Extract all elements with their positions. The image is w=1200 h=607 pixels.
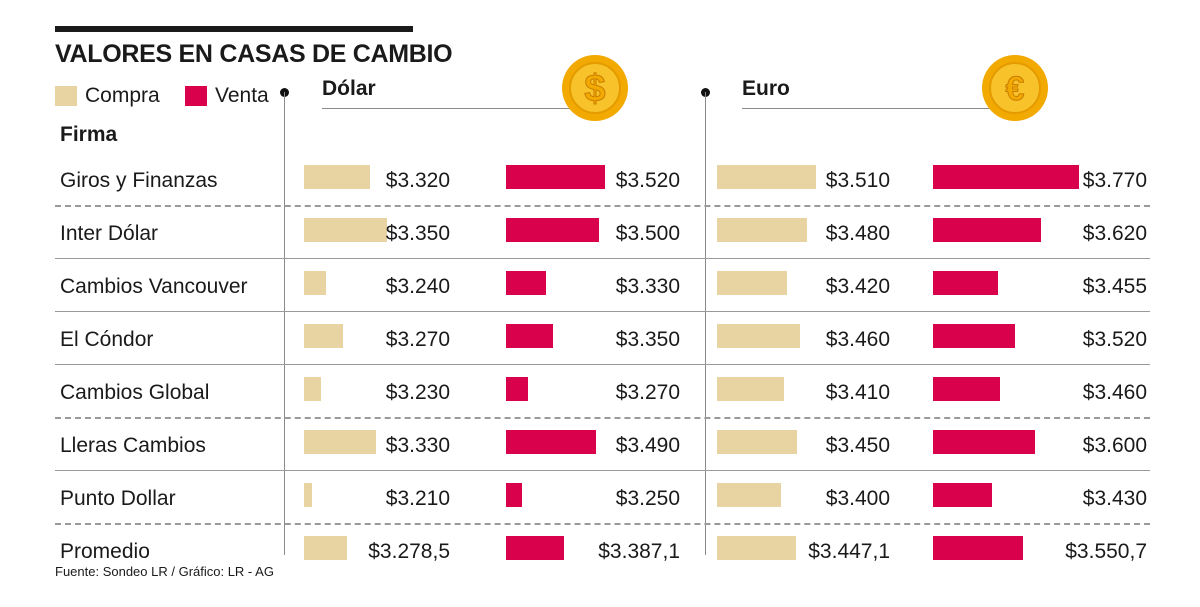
firm-name-inter-dolar: Inter Dólar <box>60 221 159 245</box>
value-label-euro-compra-promedio: $3.447,1 <box>808 539 890 563</box>
value-label-euro-venta-inter-dolar: $3.620 <box>1082 221 1147 245</box>
bar-dolar-compra-el-condor <box>304 324 343 348</box>
bar-dolar-venta-el-condor <box>506 324 553 348</box>
row-separator <box>55 470 1150 471</box>
row-separator <box>55 258 1150 259</box>
bar-dolar-compra-punto-dollar <box>304 483 312 507</box>
value-label-euro-venta-cambios-vancouver: $3.455 <box>1082 274 1147 298</box>
bar-euro-venta-cambios-vancouver <box>933 271 999 295</box>
bar-euro-compra-promedio <box>717 536 797 560</box>
bar-euro-compra-lleras-cambios <box>717 430 797 454</box>
firma-header: Firma <box>60 123 118 146</box>
value-label-dolar-venta-inter-dolar: $3.500 <box>615 221 680 245</box>
euro-divider-line <box>705 92 706 555</box>
bar-euro-venta-inter-dolar <box>933 218 1041 242</box>
value-label-dolar-compra-el-condor: $3.270 <box>385 327 450 351</box>
bar-euro-venta-promedio <box>933 536 1023 560</box>
legend-label-venta: Venta <box>215 84 269 107</box>
euro-coin-icon: € <box>982 55 1048 121</box>
dollar-coin-symbol: $ <box>584 68 605 110</box>
row-separator <box>55 311 1150 312</box>
value-label-dolar-venta-giros-y-finanzas: $3.520 <box>615 168 680 192</box>
legend-swatch-venta <box>185 86 207 106</box>
bar-euro-compra-cambios-global <box>717 377 785 401</box>
euro-header: Euro <box>742 77 790 100</box>
value-label-dolar-compra-cambios-vancouver: $3.240 <box>385 274 450 298</box>
legend-compra: Compra <box>55 84 160 107</box>
euro-coin-symbol: € <box>1006 70 1025 108</box>
bar-euro-compra-el-condor <box>717 324 801 348</box>
value-label-euro-compra-punto-dollar: $3.400 <box>825 486 890 510</box>
firm-name-el-condor: El Cóndor <box>60 327 154 351</box>
bar-dolar-venta-inter-dolar <box>506 218 599 242</box>
dolar-header: Dólar <box>322 77 376 100</box>
firm-name-cambios-vancouver: Cambios Vancouver <box>60 274 248 298</box>
value-label-euro-compra-lleras-cambios: $3.450 <box>825 433 890 457</box>
value-label-euro-compra-cambios-vancouver: $3.420 <box>825 274 890 298</box>
firm-name-cambios-global: Cambios Global <box>60 380 210 404</box>
value-label-dolar-compra-promedio: $3.278,5 <box>368 539 450 563</box>
source-note: Fuente: Sondeo LR / Gráfico: LR - AG <box>55 564 274 579</box>
bar-euro-venta-el-condor <box>933 324 1015 348</box>
value-label-euro-compra-el-condor: $3.460 <box>825 327 890 351</box>
bar-euro-compra-punto-dollar <box>717 483 781 507</box>
dolar-header-underline <box>322 108 570 109</box>
value-label-dolar-compra-lleras-cambios: $3.330 <box>385 433 450 457</box>
bar-dolar-venta-promedio <box>506 536 564 560</box>
value-label-euro-compra-giros-y-finanzas: $3.510 <box>825 168 890 192</box>
value-label-euro-venta-punto-dollar: $3.430 <box>1082 486 1147 510</box>
euro-header-underline <box>742 108 990 109</box>
bar-dolar-compra-giros-y-finanzas <box>304 165 370 189</box>
value-label-dolar-compra-giros-y-finanzas: $3.320 <box>385 168 450 192</box>
bar-euro-venta-giros-y-finanzas <box>933 165 1079 189</box>
bar-euro-compra-inter-dolar <box>717 218 807 242</box>
value-label-dolar-venta-promedio: $3.387,1 <box>598 539 680 563</box>
firm-name-punto-dollar: Punto Dollar <box>60 486 176 510</box>
value-label-dolar-compra-cambios-global: $3.230 <box>385 380 450 404</box>
bar-dolar-venta-cambios-global <box>506 377 528 401</box>
bar-dolar-venta-cambios-vancouver <box>506 271 547 295</box>
bar-euro-venta-cambios-global <box>933 377 1000 401</box>
firm-name-lleras-cambios: Lleras Cambios <box>60 433 206 457</box>
legend-swatch-compra <box>55 86 77 106</box>
value-label-euro-venta-lleras-cambios: $3.600 <box>1082 433 1147 457</box>
value-label-euro-compra-inter-dolar: $3.480 <box>825 221 890 245</box>
value-label-dolar-venta-cambios-vancouver: $3.330 <box>615 274 680 298</box>
value-label-dolar-compra-punto-dollar: $3.210 <box>385 486 450 510</box>
firm-name-promedio: Promedio <box>60 539 150 563</box>
row-separator <box>55 523 1150 525</box>
row-separator <box>55 205 1150 207</box>
value-label-euro-venta-el-condor: $3.520 <box>1082 327 1147 351</box>
bar-dolar-compra-cambios-global <box>304 377 321 401</box>
dollar-coin-icon: $ <box>562 55 628 121</box>
firm-name-giros-y-finanzas: Giros y Finanzas <box>60 168 218 192</box>
value-label-euro-compra-cambios-global: $3.410 <box>825 380 890 404</box>
bar-dolar-venta-punto-dollar <box>506 483 522 507</box>
legend-venta: Venta <box>185 84 269 107</box>
value-label-euro-venta-giros-y-finanzas: $3.770 <box>1082 168 1147 192</box>
bar-euro-compra-giros-y-finanzas <box>717 165 817 189</box>
title-bar <box>55 26 413 32</box>
chart-title: VALORES EN CASAS DE CAMBIO <box>55 40 453 68</box>
bar-dolar-compra-inter-dolar <box>304 218 387 242</box>
bar-dolar-compra-lleras-cambios <box>304 430 376 454</box>
row-separator <box>55 364 1150 365</box>
bar-dolar-compra-promedio <box>304 536 348 560</box>
bar-euro-venta-lleras-cambios <box>933 430 1036 454</box>
bar-dolar-compra-cambios-vancouver <box>304 271 326 295</box>
bar-dolar-venta-lleras-cambios <box>506 430 596 454</box>
legend-label-compra: Compra <box>85 84 160 107</box>
value-label-euro-venta-promedio: $3.550,7 <box>1065 539 1147 563</box>
value-label-dolar-venta-lleras-cambios: $3.490 <box>615 433 680 457</box>
value-label-dolar-venta-punto-dollar: $3.250 <box>615 486 680 510</box>
bar-euro-compra-cambios-vancouver <box>717 271 788 295</box>
value-label-dolar-compra-inter-dolar: $3.350 <box>385 221 450 245</box>
row-separator <box>55 417 1150 419</box>
bar-dolar-venta-giros-y-finanzas <box>506 165 606 189</box>
value-label-dolar-venta-cambios-global: $3.270 <box>615 380 680 404</box>
bar-euro-venta-punto-dollar <box>933 483 992 507</box>
value-label-dolar-venta-el-condor: $3.350 <box>615 327 680 351</box>
dolar-divider-line <box>284 92 285 555</box>
value-label-euro-venta-cambios-global: $3.460 <box>1082 380 1147 404</box>
